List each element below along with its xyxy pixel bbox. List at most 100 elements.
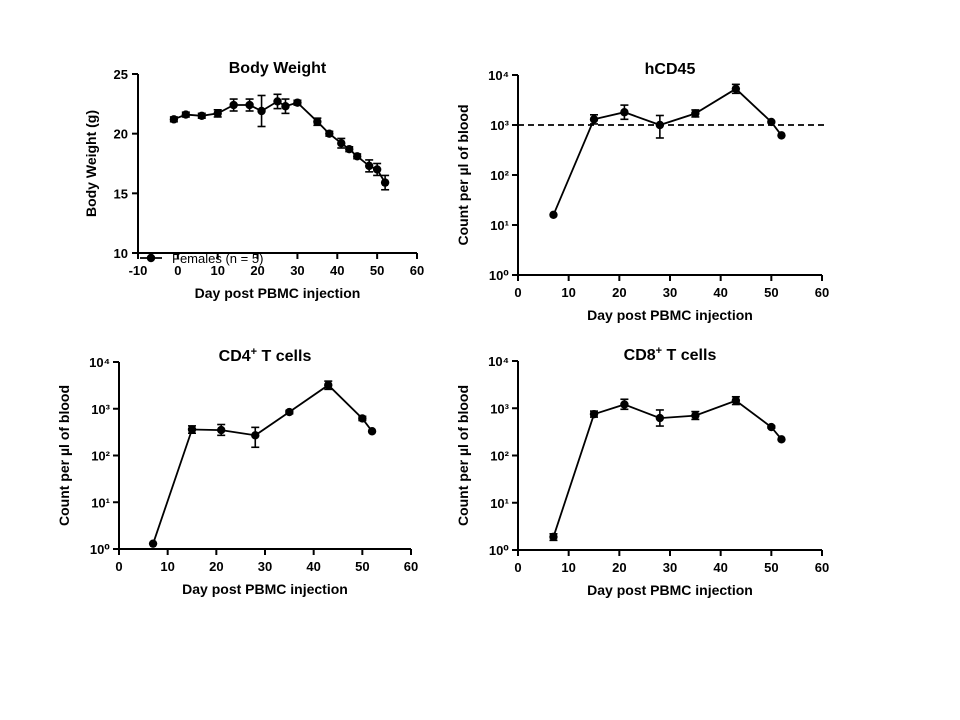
y-tick-label: 10³ xyxy=(91,402,110,417)
y-tick-label: 10³ xyxy=(490,118,509,133)
data-point xyxy=(731,396,741,405)
x-tick-label: 0 xyxy=(115,559,122,574)
data-point xyxy=(169,115,179,124)
x-tick-label: 0 xyxy=(174,263,181,278)
chart-title: Body Weight xyxy=(229,60,327,77)
data-point xyxy=(767,117,776,127)
y-tick-label: 10⁴ xyxy=(89,355,110,370)
x-tick-label: 20 xyxy=(250,263,264,278)
data-point xyxy=(380,178,390,187)
data-point xyxy=(197,111,206,120)
x-tick-label: 30 xyxy=(290,263,304,278)
data-point xyxy=(181,110,191,119)
data-point xyxy=(589,409,599,419)
y-tick-label: 10² xyxy=(490,168,509,183)
x-axis-label: Day post PBMC injection xyxy=(587,307,753,323)
y-tick-label: 20 xyxy=(114,127,128,142)
series-line xyxy=(552,87,783,216)
chart-cd4: 0 10 20 30 40 50 60 10⁰ 10¹ 10² 10³ 10⁴ CD4+ T cells… xyxy=(56,346,418,597)
y-tick-label: 10¹ xyxy=(490,496,509,511)
data-point xyxy=(364,161,374,171)
data-point xyxy=(325,129,334,138)
x-tick-label: 20 xyxy=(612,285,626,300)
chart-title: hCD45 xyxy=(645,61,696,78)
data-point xyxy=(367,427,377,436)
data-point xyxy=(589,115,599,124)
x-tick-label: 60 xyxy=(815,560,829,575)
x-tick-label: 40 xyxy=(713,285,727,300)
y-axis-label: Count per µl of blood xyxy=(56,385,72,526)
data-point xyxy=(324,380,333,390)
data-point xyxy=(353,152,362,161)
data-point xyxy=(655,120,665,130)
y-axis-label: Count per µl of blood xyxy=(455,385,471,526)
chart-cd8: 0 10 20 30 40 50 60 10⁰ 10¹ 10² 10³ 10⁴ CD8+ T cells… xyxy=(455,345,829,598)
data-point xyxy=(293,98,302,107)
data-point xyxy=(285,407,294,417)
x-tick-label: 60 xyxy=(404,559,418,574)
data-point xyxy=(281,102,290,111)
data-point xyxy=(187,425,197,434)
x-tick-label: 10 xyxy=(160,559,174,574)
data-point xyxy=(345,144,354,154)
x-tick-label: 40 xyxy=(330,263,344,278)
y-tick-label: 10⁴ xyxy=(488,354,509,369)
chart-body-weight: -10 0 10 20 30 40 50 60 10 15 20 25 Body Weight Day p… xyxy=(83,60,424,301)
x-tick-label: 60 xyxy=(410,263,424,278)
x-tick-label: 30 xyxy=(663,560,677,575)
data-point xyxy=(549,532,558,542)
y-tick-label: 10⁰ xyxy=(489,268,509,283)
data-point xyxy=(731,84,741,93)
y-tick-label: 10¹ xyxy=(490,218,509,233)
chart-title: CD8+ T cells xyxy=(624,345,717,364)
x-tick-label: 0 xyxy=(514,560,521,575)
y-tick-label: 10⁰ xyxy=(489,543,509,558)
data-point xyxy=(148,539,158,548)
x-tick-label: 60 xyxy=(815,285,829,300)
data-point xyxy=(213,109,222,118)
x-tick-label: 50 xyxy=(355,559,369,574)
x-tick-label: 10 xyxy=(210,263,224,278)
data-point xyxy=(655,413,665,423)
data-point xyxy=(251,431,260,440)
data-point xyxy=(257,106,266,116)
x-tick-label: 40 xyxy=(713,560,727,575)
series-line xyxy=(152,383,373,544)
data-point xyxy=(767,422,776,432)
legend-label: Females (n = 5) xyxy=(172,251,263,266)
data-point xyxy=(620,108,629,117)
legend-marker xyxy=(146,253,156,263)
x-tick-label: 50 xyxy=(764,560,778,575)
x-axis-label: Day post PBMC injection xyxy=(182,581,348,597)
x-tick-label: -10 xyxy=(129,263,148,278)
data-point xyxy=(273,97,282,106)
y-axis-label: Body Weight (g) xyxy=(83,110,99,217)
y-tick-label: 10² xyxy=(91,449,110,464)
x-tick-label: 30 xyxy=(663,285,677,300)
x-tick-label: 20 xyxy=(209,559,223,574)
data-point xyxy=(358,414,367,423)
data-point xyxy=(777,435,786,444)
x-axis-label: Day post PBMC injection xyxy=(587,582,753,598)
y-tick-label: 10 xyxy=(114,246,128,261)
data-point xyxy=(777,131,786,140)
y-tick-label: 10² xyxy=(490,449,509,464)
y-tick-label: 10¹ xyxy=(91,495,110,510)
x-tick-label: 10 xyxy=(561,560,575,575)
data-point xyxy=(229,100,238,110)
data-point xyxy=(217,425,226,435)
data-point xyxy=(620,400,629,409)
y-tick-label: 10⁴ xyxy=(488,68,509,83)
x-tick-label: 20 xyxy=(612,560,626,575)
chart-title: CD4+ T cells xyxy=(219,346,312,365)
x-tick-label: 40 xyxy=(306,559,320,574)
y-tick-label: 10³ xyxy=(490,401,509,416)
data-point xyxy=(372,165,382,174)
x-tick-label: 50 xyxy=(370,263,384,278)
y-axis-label: Count per µl of blood xyxy=(455,104,471,245)
x-tick-label: 0 xyxy=(514,285,521,300)
y-tick-label: 10⁰ xyxy=(90,542,110,557)
chart-hcd45: 0 10 20 30 40 50 60 10⁰ 10¹ 10² 10³ 10⁴ hCD45 Day pos… xyxy=(455,61,829,323)
x-tick-label: 30 xyxy=(258,559,272,574)
